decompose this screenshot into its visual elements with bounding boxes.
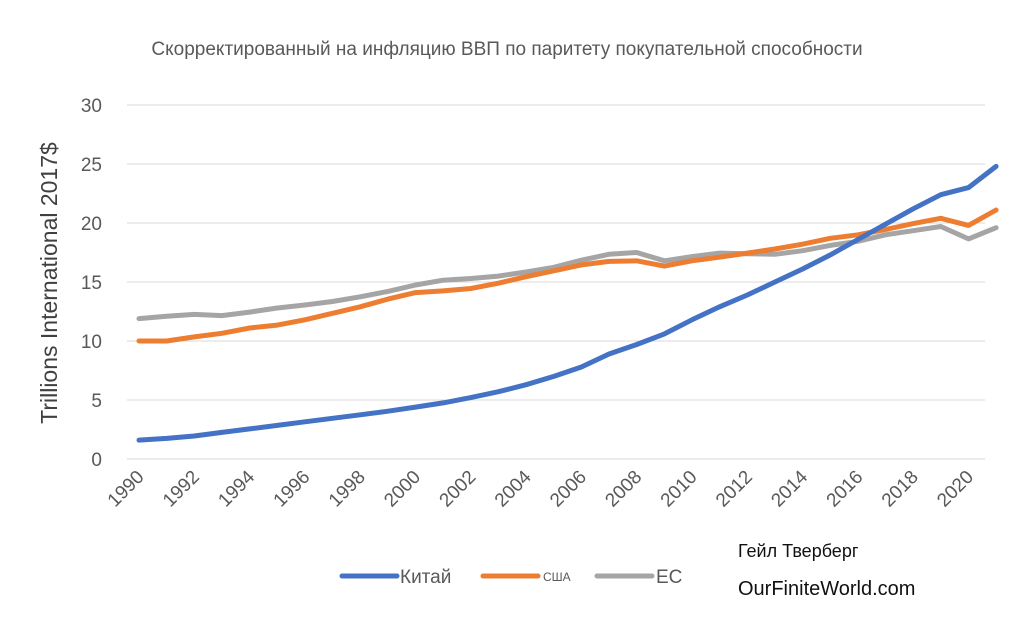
- x-tick-label: 1992: [159, 467, 204, 512]
- y-tick-labels: 0 5 10 15 20 25 30: [81, 96, 102, 471]
- chart-title: Скорректированный на инфляцию ВВП по пар…: [151, 39, 862, 60]
- x-tick-label: 2020: [933, 467, 978, 512]
- x-tick-labels: 1990 1992 1994 1996 1998 2000 2002 2004 2006 2008…: [104, 466, 978, 511]
- series-line-eu: [136, 224, 999, 322]
- y-tick-label: 25: [81, 155, 102, 176]
- series-lines: [136, 163, 999, 443]
- legend-eu-label: ЕС: [656, 567, 682, 588]
- x-tick-label: 1996: [270, 467, 315, 512]
- x-tick-label: 2008: [601, 467, 646, 512]
- y-axis-label: Trillions International 2017$: [36, 142, 62, 424]
- gridlines: [127, 104, 985, 460]
- x-tick-label: 2002: [436, 467, 481, 512]
- x-tick-label: 2010: [657, 467, 702, 512]
- x-tick-label: 1994: [214, 466, 259, 511]
- y-tick-label: 30: [81, 96, 102, 117]
- y-tick-label: 15: [81, 273, 102, 294]
- x-tick-label: 2016: [823, 467, 868, 512]
- x-tick-label: 1998: [325, 467, 370, 512]
- series-line-usa: [136, 207, 999, 344]
- y-tick-label: 0: [91, 450, 102, 471]
- x-tick-label: 2000: [380, 467, 425, 512]
- y-tick-label: 5: [91, 391, 102, 412]
- credit-site: OurFiniteWorld.com: [738, 578, 916, 600]
- legend-usa-label: США: [543, 570, 571, 584]
- x-tick-label: 2006: [546, 467, 591, 512]
- x-tick-label: 2012: [712, 467, 757, 512]
- y-tick-label: 20: [81, 214, 102, 235]
- x-tick-label: 2014: [767, 466, 812, 511]
- legend: Китай США ЕС: [339, 567, 682, 588]
- x-tick-label: 2004: [491, 466, 536, 511]
- y-tick-label: 10: [81, 332, 102, 353]
- x-tick-label: 2018: [878, 467, 923, 512]
- x-tick-label: 1990: [104, 467, 149, 512]
- series-line-china: [136, 163, 999, 443]
- legend-china-label: Китай: [400, 567, 451, 588]
- credit-author: Гейл Тверберг: [738, 541, 859, 561]
